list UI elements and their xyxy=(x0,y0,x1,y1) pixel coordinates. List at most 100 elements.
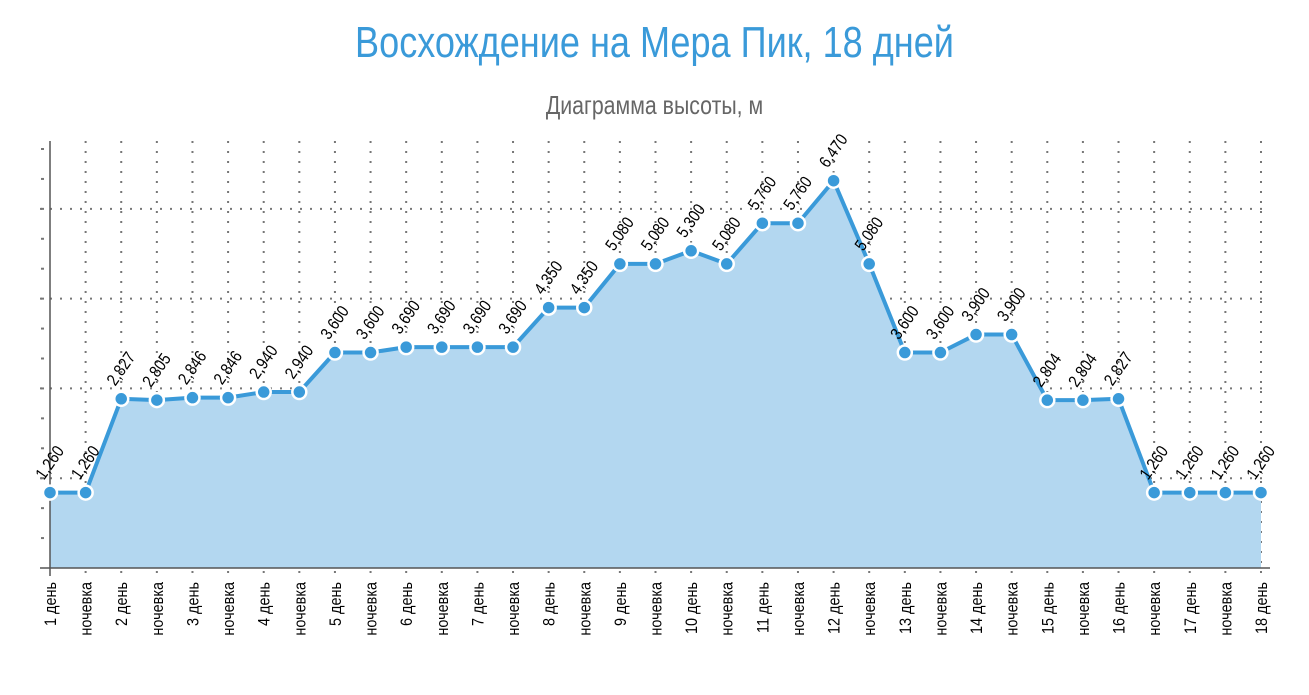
data-point xyxy=(362,344,379,361)
x-tick-label: ночевка xyxy=(434,582,452,636)
x-tick-label: ночевка xyxy=(932,582,950,636)
chart-subtitle: Диаграмма высоты, м xyxy=(545,90,764,120)
x-tick-label: 14 день xyxy=(968,582,986,634)
data-label: 5,080 xyxy=(602,214,638,254)
data-point xyxy=(540,299,557,316)
data-label: 6,470 xyxy=(816,131,852,171)
x-tick-label: 1 день xyxy=(42,582,60,626)
x-tick-label: 4 день xyxy=(256,582,274,626)
data-label: 1,260 xyxy=(1244,443,1280,483)
data-point xyxy=(611,255,629,273)
data-point xyxy=(148,391,166,409)
x-tick-label: ночевка xyxy=(1217,582,1235,636)
chart-title: Восхождение на Мера Пик, 18 дней xyxy=(355,18,954,67)
data-label: 4,350 xyxy=(531,258,567,298)
x-tick-label: ночевка xyxy=(505,582,523,636)
data-point xyxy=(896,344,914,361)
data-point xyxy=(754,214,771,232)
data-point xyxy=(1110,390,1127,408)
data-point xyxy=(1252,484,1270,501)
data-label: 2,805 xyxy=(139,350,175,390)
x-tick-label: ночевка xyxy=(861,582,879,636)
data-point xyxy=(77,484,94,501)
x-tick-label: 18 день xyxy=(1253,582,1271,634)
x-tick-label: ночевка xyxy=(363,582,381,636)
x-tick-label: ночевка xyxy=(291,582,309,636)
x-tick-label: ночевка xyxy=(78,582,96,636)
data-point xyxy=(932,344,949,361)
data-point xyxy=(469,338,486,356)
x-tick-label: ночевка xyxy=(1075,582,1093,636)
x-tick-label: 9 день xyxy=(612,582,630,626)
data-point xyxy=(255,383,272,401)
data-label: 2,804 xyxy=(1065,350,1101,390)
data-point xyxy=(789,214,807,232)
data-label: 3,690 xyxy=(389,297,425,337)
data-point xyxy=(1074,391,1092,409)
data-point xyxy=(825,172,842,189)
data-point xyxy=(1039,391,1056,409)
x-tick-label: 17 день xyxy=(1182,582,1200,634)
data-point xyxy=(41,484,59,501)
x-tick-label: ночевка xyxy=(220,582,238,636)
data-label: 3,600 xyxy=(317,303,353,343)
data-label: 2,846 xyxy=(175,348,211,388)
data-label: 3,600 xyxy=(923,303,959,343)
area-fill xyxy=(50,180,1261,568)
data-point xyxy=(1145,484,1163,501)
data-point xyxy=(1003,326,1020,343)
x-tick-label: ночевка xyxy=(576,582,594,636)
data-label: 2,940 xyxy=(246,342,282,382)
data-point xyxy=(433,338,451,356)
x-tick-label: 5 день xyxy=(327,582,345,626)
x-tick-label: 3 день xyxy=(184,582,202,626)
x-tick-label: 2 день xyxy=(113,582,131,626)
data-label: 1,260 xyxy=(33,443,69,483)
x-tick-label: 12 день xyxy=(826,582,844,634)
data-point xyxy=(647,255,664,273)
x-tick-label: ночевка xyxy=(719,582,737,636)
data-label: 3,690 xyxy=(460,297,496,337)
data-point xyxy=(860,255,878,273)
data-point xyxy=(326,344,344,361)
data-label: 5,760 xyxy=(745,173,781,213)
x-tick-label: 8 день xyxy=(541,582,559,626)
data-label: 1,260 xyxy=(1172,443,1208,483)
x-tick-label: ночевка xyxy=(1004,582,1022,636)
data-point xyxy=(967,326,985,343)
data-point xyxy=(682,242,700,260)
data-label: 3,900 xyxy=(994,285,1030,325)
x-tick-label: 15 день xyxy=(1039,582,1057,634)
data-label: 1,260 xyxy=(1208,443,1244,483)
data-label: 5,300 xyxy=(674,201,710,241)
data-label: 2,827 xyxy=(104,349,140,389)
data-point xyxy=(219,389,237,406)
data-point xyxy=(1217,484,1234,501)
data-label: 3,900 xyxy=(959,285,995,325)
data-label: 2,827 xyxy=(1101,349,1137,389)
x-tick-label: 7 день xyxy=(469,582,487,626)
data-label: 5,080 xyxy=(638,214,674,254)
x-tick-label: ночевка xyxy=(647,582,665,636)
x-tick-label: 16 день xyxy=(1111,582,1129,634)
x-tick-label: 11 день xyxy=(754,582,772,633)
data-point xyxy=(504,338,522,356)
data-point xyxy=(184,389,201,406)
x-tick-label: 13 день xyxy=(897,582,915,634)
data-point xyxy=(718,255,735,273)
data-label: 3,690 xyxy=(424,297,460,337)
x-tick-label: ночевка xyxy=(1146,582,1164,636)
data-label: 3,600 xyxy=(353,303,389,343)
data-label: 2,846 xyxy=(211,348,247,388)
data-point xyxy=(576,299,593,316)
x-tick-label: ночевка xyxy=(790,582,808,636)
data-label: 2,804 xyxy=(1030,350,1066,390)
data-point xyxy=(397,338,415,356)
data-point xyxy=(112,390,130,408)
x-tick-label: 6 день xyxy=(398,582,416,626)
data-point xyxy=(1181,484,1199,501)
x-tick-label: 10 день xyxy=(683,582,701,634)
data-point xyxy=(291,383,308,401)
x-tick-label: ночевка xyxy=(149,582,167,636)
